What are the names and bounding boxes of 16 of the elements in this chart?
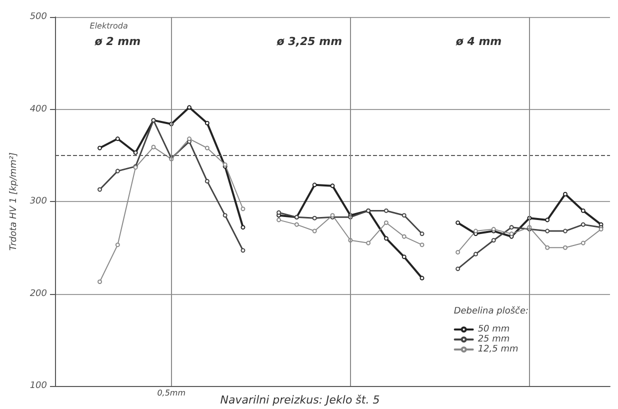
y-tick-label: 200 [30,288,48,299]
legend-label: 25 mm [478,334,510,344]
text: 0,5mm [157,388,186,398]
annotation: ø 4 mm [454,35,502,48]
y-tick-label: 100 [30,381,48,391]
y-tick-label: 500 [30,12,48,22]
annotation: ø 3,25 mm [276,35,342,48]
annotation: Elektroda [90,22,128,30]
x-axis-title: Navarilni preizkus: Jeklo št. 5 [220,394,380,406]
y-axis-title: Trdota HV 1 [kp/mm²] [9,152,19,251]
legend-title: Debelina plošče: [454,306,529,316]
annotation: ø 2 mm [94,35,141,48]
y-tick-label: 400 [30,104,48,114]
legend-label: 50 mm [478,324,510,334]
legend-label: 12,5 mm [478,344,518,354]
y-tick-label: 300 [30,196,48,206]
